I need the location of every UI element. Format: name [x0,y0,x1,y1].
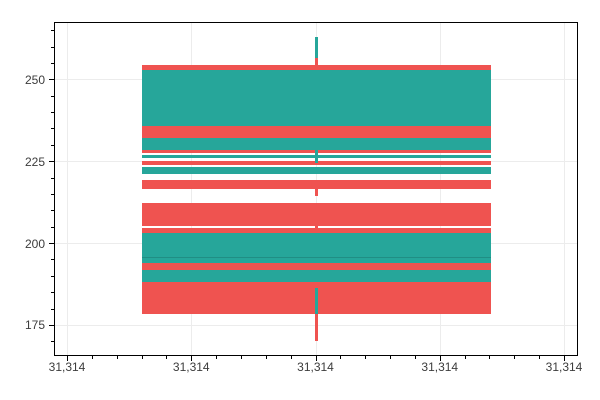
y-axis-minor-tick [51,62,54,64]
y-axis-minor-tick [51,46,54,48]
x-axis-minor-tick [290,356,292,359]
vertical-gridline [191,23,193,355]
candle-body-band [142,270,491,283]
y-axis-minor-tick [51,210,54,212]
candle-wick-segment [315,226,318,232]
x-axis-minor-tick [414,356,416,359]
candle-body-band [142,126,491,138]
candle-body-band [142,179,491,189]
candle-wick-segment [315,58,318,65]
x-axis-tick-label: 31,314 [297,360,334,374]
y-axis-major-tick [49,324,54,326]
vertical-gridline [67,23,68,355]
y-axis-minor-tick [51,30,54,32]
x-axis-minor-tick [141,356,143,359]
y-axis-minor-tick [51,144,54,146]
vertical-gridline [439,23,441,355]
x-axis-tick-label: 31,314 [545,360,583,374]
x-axis-tick-label: 31,314 [48,360,86,374]
candle-wick-segment [315,189,318,196]
y-axis-major-tick [49,79,54,81]
y-axis-minor-tick [51,341,54,343]
candle-body-band [142,70,491,127]
x-axis-minor-tick [365,356,367,359]
candle-body-band [142,167,491,175]
y-axis-major-tick [49,161,54,163]
x-axis-minor-tick [514,356,516,359]
candle-body-band [142,64,491,71]
candle-wick-segment [315,37,318,58]
x-axis-minor-tick [390,356,392,359]
x-axis-minor-tick [265,356,267,359]
x-axis-minor-tick [91,356,93,359]
y-axis-major-tick [49,243,54,245]
y-axis-minor-tick [51,275,54,277]
x-axis-minor-tick [240,356,242,359]
candle-wick-segment [315,313,318,341]
vertical-gridline [564,23,565,355]
candle-wick-segment [315,287,318,314]
x-axis-major-tick [564,356,565,361]
candle-wick-segment [315,148,318,163]
candle-body-border-line [142,257,491,259]
candle-body-band [142,203,491,226]
y-axis-minor-tick [51,128,54,130]
vertical-gridline [315,23,317,355]
x-axis-major-tick [67,356,68,361]
y-axis-minor-tick [51,177,54,179]
x-axis-minor-tick [340,356,342,359]
x-axis-minor-tick [539,356,541,359]
y-axis-minor-tick [51,112,54,114]
y-axis-minor-tick [51,226,54,228]
y-axis-minor-tick [51,193,54,195]
y-axis-tick-label: 200 [24,236,45,251]
x-axis-tick-label: 31,314 [172,360,210,374]
x-axis-minor-tick [464,356,466,359]
y-axis-minor-tick [51,95,54,97]
y-axis-minor-tick [51,308,54,310]
y-axis-tick-label: 250 [24,72,45,87]
x-axis-minor-tick [116,356,118,359]
candle-body-band [142,137,491,151]
x-axis-minor-tick [166,356,168,359]
candle-body-band [142,263,491,271]
y-axis-tick-label: 175 [24,318,45,333]
x-axis-major-tick [439,356,441,361]
x-axis-major-tick [191,356,193,361]
x-axis-tick-label: 31,314 [421,360,459,374]
y-axis-minor-tick [51,292,54,294]
x-axis-minor-tick [216,356,218,359]
y-axis-minor-tick [51,259,54,261]
candle-body-band [142,232,491,264]
y-axis-tick-label: 225 [24,154,45,169]
x-axis-minor-tick [489,356,491,359]
x-axis-major-tick [315,356,317,361]
